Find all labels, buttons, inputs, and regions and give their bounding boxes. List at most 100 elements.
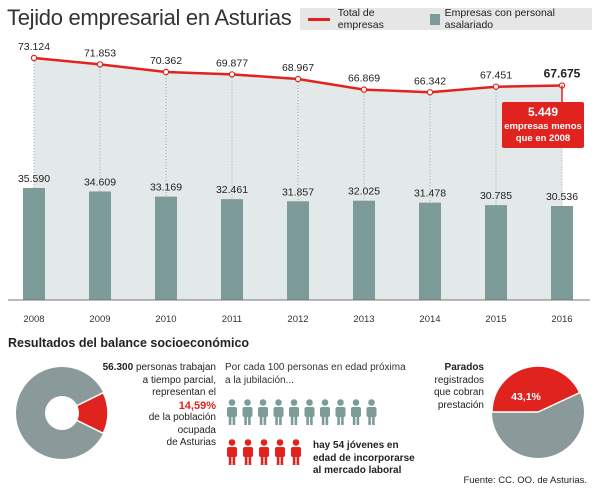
person-icon xyxy=(242,399,253,425)
annotation-value: 5.449 xyxy=(528,105,558,119)
person-icon xyxy=(259,439,269,465)
bar-label: 33.169 xyxy=(150,182,182,194)
pie-percent-label: 43,1% xyxy=(511,391,541,403)
line-point xyxy=(96,61,104,68)
person-icon xyxy=(335,399,346,425)
line-label: 71.853 xyxy=(84,47,116,59)
people-icons-gray xyxy=(227,399,377,425)
bar-label: 31.857 xyxy=(282,186,314,198)
x-tick-label: 2016 xyxy=(551,314,572,325)
part-time-stat: 56.300 personas trabajan a tiempo parcia… xyxy=(96,362,216,450)
unemployed-text2: que cobran xyxy=(433,387,484,398)
part-time-text3: representan el xyxy=(152,387,216,398)
youth-stat: hay 54 jóvenes en edad de incorporarse a… xyxy=(313,440,423,478)
person-icon xyxy=(275,439,285,465)
main-chart: 35.590 34.609 33.169 32.461 31.857 32.025 31.4… xyxy=(8,41,590,325)
section-title: Resultados del balance socioeconómico xyxy=(8,336,250,350)
line-point xyxy=(228,71,236,78)
line-label: 66.869 xyxy=(348,73,380,85)
x-tick-label: 2011 xyxy=(222,314,242,325)
line-label: 67.451 xyxy=(480,70,512,82)
pie-red-slice xyxy=(491,365,581,413)
line-point xyxy=(294,75,302,83)
person-icon xyxy=(258,399,268,425)
bar xyxy=(287,201,309,300)
x-tick-label: 2009 xyxy=(89,314,110,325)
x-tick-label: 2013 xyxy=(353,314,374,325)
part-time-text5: ocupada xyxy=(177,424,216,436)
x-tick-label: 2014 xyxy=(419,314,440,325)
bar xyxy=(353,200,375,300)
line-point xyxy=(360,86,368,93)
annotation-text1: empresas menos xyxy=(504,121,582,132)
part-time-text2: a tiempo parcial, xyxy=(142,374,216,386)
legend-bar-swatch xyxy=(429,13,440,25)
bar-label: 31.478 xyxy=(414,188,446,200)
unemployed-title: Parados xyxy=(444,362,484,373)
bar xyxy=(89,191,111,300)
youth-text2: edad de incorporarse xyxy=(313,452,415,464)
line-point xyxy=(162,68,170,76)
line-label: 67.675 xyxy=(544,67,581,81)
part-time-donut xyxy=(16,367,109,459)
line-label: 66.342 xyxy=(414,75,446,87)
person-icon xyxy=(304,399,315,425)
bar xyxy=(23,188,45,300)
line-point xyxy=(492,83,500,90)
donut-red-slice xyxy=(60,391,109,435)
chart-title: Tejido empresarial en Asturias xyxy=(7,5,292,30)
bar xyxy=(221,199,243,300)
line-point xyxy=(426,89,434,96)
source-note: Fuente: CC. OO. de Asturias. xyxy=(463,475,587,486)
bar-label: 30.785 xyxy=(480,190,512,202)
part-time-text4: de la población xyxy=(148,412,216,423)
line-label: 69.877 xyxy=(216,57,248,69)
person-icon xyxy=(243,439,253,465)
bar-label: 30.536 xyxy=(546,191,578,203)
people-icons-red xyxy=(227,439,301,465)
retirement-intro2: a la jubilación... xyxy=(225,374,294,386)
bar-label: 32.461 xyxy=(216,184,248,196)
legend-label-salaried: Empresas con personal asalariado xyxy=(444,7,555,31)
legend-item-total: Total de empresas xyxy=(308,7,416,31)
bar xyxy=(485,205,507,300)
annotation-text2: que en 2008 xyxy=(516,133,570,144)
annotation-box xyxy=(502,102,584,148)
legend-label-total: Total de empresas xyxy=(337,7,384,31)
retirement-intro1: Por cada 100 personas en edad próxima xyxy=(225,362,406,373)
person-icon xyxy=(273,399,284,425)
youth-text3: al mercado laboral xyxy=(313,465,402,476)
x-tick-label: 2015 xyxy=(485,314,506,325)
person-icon xyxy=(227,399,237,425)
youth-text1: hay 54 jóvenes en xyxy=(313,440,399,451)
legend-line-swatch xyxy=(308,17,330,21)
legend-item-salaried: Empresas con personal asalariado xyxy=(429,7,592,31)
unemployed-stat: Parados registrados que cobran prestació… xyxy=(420,362,484,412)
line-point xyxy=(30,54,38,62)
bar xyxy=(551,206,573,300)
person-icon xyxy=(320,399,330,425)
part-time-text6: de Asturias xyxy=(166,437,216,448)
unemployed-text1: registrados xyxy=(434,374,484,386)
x-tick-label: 2010 xyxy=(155,314,176,325)
unemployed-pie: 43,1% xyxy=(491,365,584,458)
bar-label: 32.025 xyxy=(348,186,380,198)
bar xyxy=(419,202,441,300)
part-time-percent: 14,59% xyxy=(178,399,216,412)
unemployed-text3: prestación xyxy=(437,399,484,411)
bar xyxy=(155,196,177,300)
bar-label: 34.609 xyxy=(84,176,116,188)
person-icon xyxy=(351,399,361,425)
bar-label: 35.590 xyxy=(18,173,50,185)
x-tick-label: 2008 xyxy=(23,314,44,325)
person-icon xyxy=(227,439,237,465)
person-icon xyxy=(291,439,301,465)
legend: Total de empresas Empresas con personal … xyxy=(300,7,592,31)
retirement-intro: Por cada 100 personas en edad próxima a … xyxy=(225,362,425,387)
line-label: 73.124 xyxy=(18,41,50,53)
part-time-text1: personas trabajan xyxy=(135,362,216,373)
part-time-number: 56.300 xyxy=(102,362,134,373)
person-icon xyxy=(366,399,377,425)
donut-hole xyxy=(45,396,79,430)
line-label: 70.362 xyxy=(150,55,182,67)
